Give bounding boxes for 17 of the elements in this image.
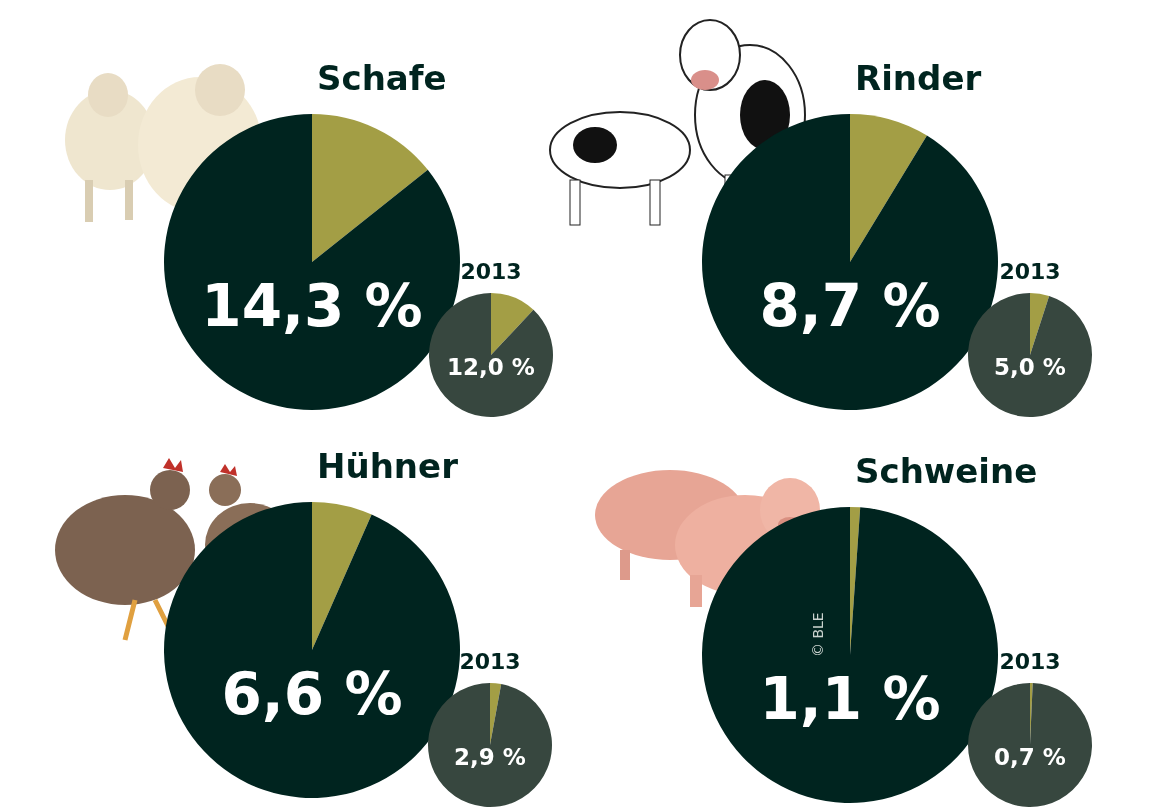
chart-title: Schweine (855, 451, 1038, 491)
chart-title: Hühner (317, 446, 459, 486)
chart-title: 2013 (459, 648, 521, 674)
chart-title: 2013 (999, 648, 1061, 674)
text: 12,0 % (447, 354, 535, 380)
chart-title: Rinder (855, 58, 982, 98)
text: 1,1 % (759, 665, 941, 733)
text: 0,7 % (994, 744, 1066, 770)
text: 2,9 % (454, 744, 526, 770)
text: 8,7 % (759, 272, 941, 340)
text: © BLE (810, 612, 826, 657)
chart-title: 2013 (999, 258, 1061, 284)
chart-title: Schafe (317, 58, 447, 98)
text: 14,3 % (201, 272, 423, 340)
text: 5,0 % (994, 354, 1066, 380)
text: 6,6 % (221, 660, 403, 728)
chart-title: 2013 (460, 258, 522, 284)
